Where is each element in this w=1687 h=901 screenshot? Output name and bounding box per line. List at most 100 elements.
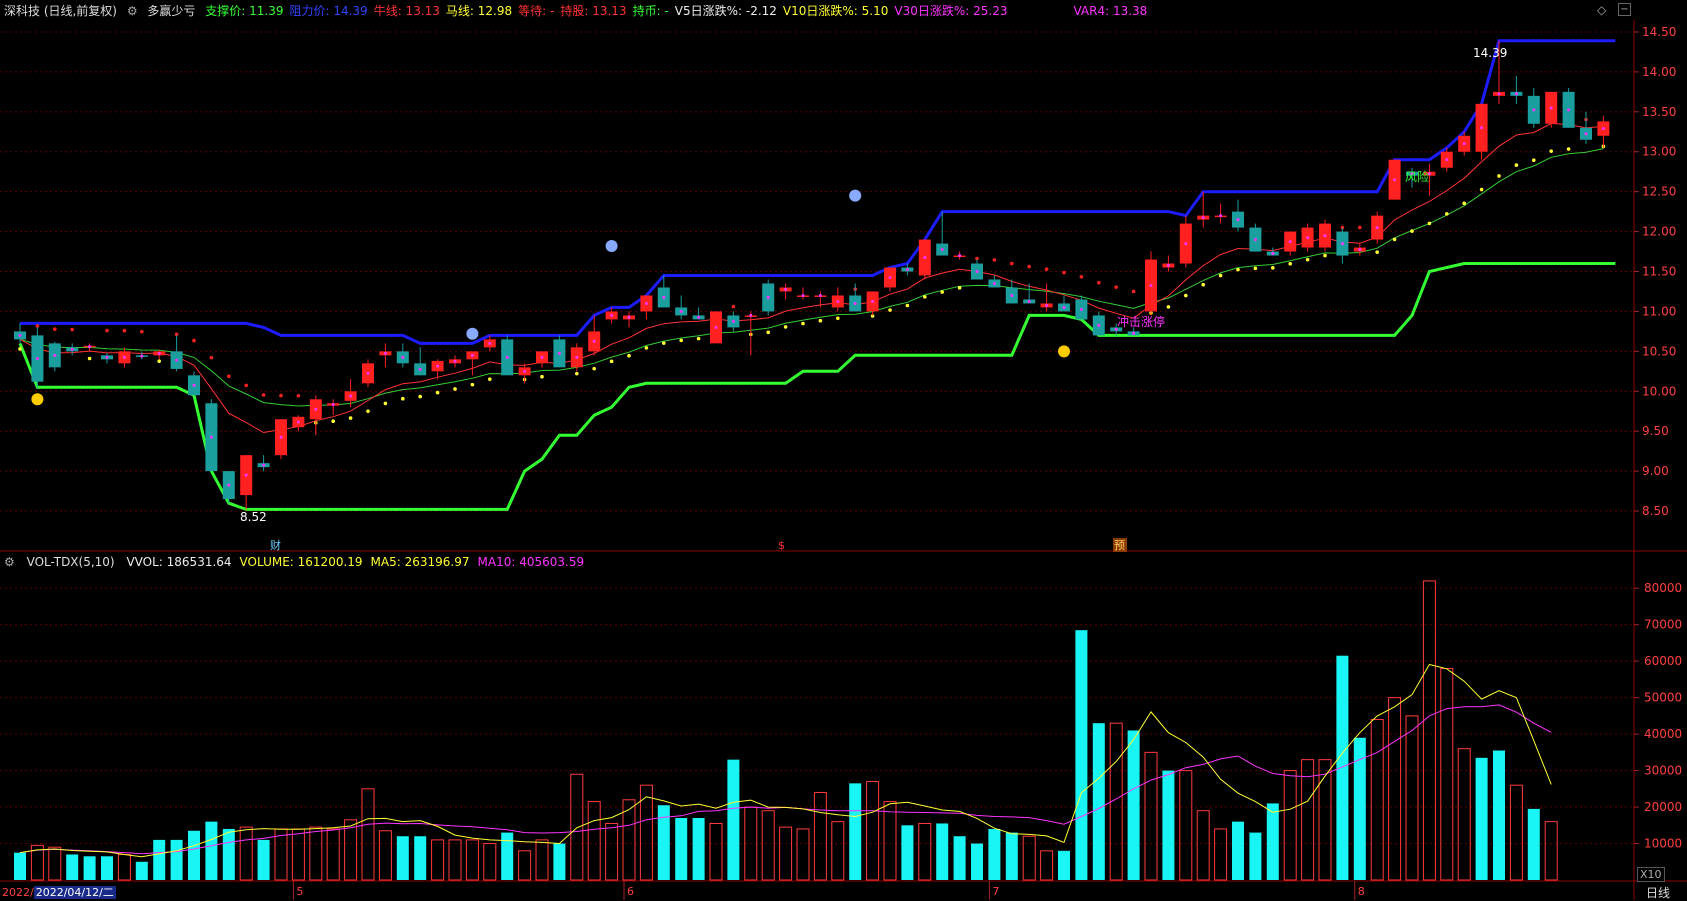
signal-dot xyxy=(401,396,405,401)
signal-dot xyxy=(87,356,92,361)
candle-mid-dot xyxy=(18,333,22,337)
price-axis: 8.50 9.00 9.50 10.00 10.50 11.00 11.50 12.00 12.… xyxy=(292,25,1682,900)
candle xyxy=(170,335,183,372)
minus-icon[interactable]: − xyxy=(1618,3,1631,16)
candle xyxy=(188,371,200,396)
candle-mid-dot xyxy=(1567,108,1571,112)
candle xyxy=(292,415,305,432)
candle-mid-dot xyxy=(1132,331,1136,335)
candle-mid-dot xyxy=(1480,126,1484,130)
volume-bar xyxy=(1162,770,1175,880)
candle xyxy=(831,287,844,312)
candle xyxy=(379,343,392,368)
volume-bar xyxy=(1475,757,1488,880)
candle xyxy=(1388,159,1401,200)
header-item-9: V30日涨跌%: 25.23 xyxy=(894,4,1008,18)
volume-tick-label: 40000 xyxy=(1644,727,1682,741)
volume-bar xyxy=(901,825,914,880)
signal-dot xyxy=(348,416,353,420)
volume-bar xyxy=(918,822,932,881)
signal-dot xyxy=(679,338,683,343)
candle xyxy=(483,335,496,352)
candle-mid-dot xyxy=(1445,158,1449,162)
signal-dot xyxy=(540,374,544,379)
signal-dot xyxy=(1392,237,1397,242)
signal-dot xyxy=(923,295,927,299)
s-marker: $ xyxy=(778,539,785,552)
volume-indicator-header: ⚙ VOL-TDX(5,10) VVOL: 186531.64 VOLUME: 1… xyxy=(4,553,592,571)
candle-mid-dot xyxy=(905,268,909,272)
signal-dot xyxy=(592,366,596,371)
candle-mid-dot xyxy=(192,383,196,387)
signal-dot xyxy=(1044,267,1049,271)
signal-dot xyxy=(975,256,979,261)
volume-bar xyxy=(761,810,775,881)
signal-dot xyxy=(279,393,283,398)
indicator-name[interactable]: 多赢少亏 xyxy=(147,4,196,18)
candle-mid-dot xyxy=(1393,178,1397,182)
zt-label: 冲击涨停 xyxy=(1117,314,1165,329)
volume-bar xyxy=(1493,750,1505,880)
candle xyxy=(1440,147,1453,172)
signal-dot xyxy=(1323,253,1327,258)
candlesticks[interactable] xyxy=(14,40,1610,510)
volume-bar xyxy=(1058,850,1070,880)
month-label: 6 xyxy=(627,885,634,898)
month-label: 8 xyxy=(1358,885,1365,898)
candle xyxy=(588,315,601,356)
volume-bar xyxy=(361,788,375,881)
candle xyxy=(1423,163,1436,196)
price-tick-label: 11.00 xyxy=(1642,304,1676,318)
candle xyxy=(1058,295,1070,312)
signal-dot xyxy=(992,258,997,262)
candle-mid-dot xyxy=(436,364,440,368)
face-icon xyxy=(849,189,862,202)
signal-dot xyxy=(644,346,649,350)
candle-mid-dot xyxy=(488,341,492,345)
volume-bar xyxy=(501,832,514,880)
volume-ma5-line xyxy=(19,663,1552,858)
candle xyxy=(309,395,322,436)
diamond-icon[interactable]: ◇ xyxy=(1597,3,1607,17)
period-label[interactable]: 日线 xyxy=(1646,886,1671,900)
candle-mid-dot xyxy=(1323,234,1327,238)
signal-dot xyxy=(227,374,231,379)
candle-mid-dot xyxy=(1184,242,1188,246)
settings-icon[interactable]: ⚙ xyxy=(126,4,138,18)
scale-badge[interactable]: X10 xyxy=(1637,867,1665,882)
header-item-6: 持币: - xyxy=(632,4,669,18)
candle xyxy=(971,259,983,280)
candle-mid-dot xyxy=(679,309,683,313)
candle xyxy=(640,295,653,320)
settings-icon-volume[interactable]: ⚙ xyxy=(4,555,15,569)
candle-mid-dot xyxy=(714,325,718,329)
volume-indicator-name[interactable]: VOL-TDX(5,10) xyxy=(26,555,115,569)
stock-title[interactable]: 深科技 (日线,前复权) xyxy=(4,4,117,18)
volume-bar xyxy=(1440,667,1454,881)
candle-mid-dot xyxy=(1201,216,1205,220)
signal-dot xyxy=(1027,264,1031,269)
signal-dot xyxy=(1218,273,1223,278)
volume-bar xyxy=(971,843,983,880)
price-tick-label: 10.50 xyxy=(1642,344,1676,358)
candle xyxy=(779,283,792,300)
volume-ma10-line xyxy=(19,704,1552,855)
volume-bar xyxy=(66,854,79,880)
volume-bars[interactable] xyxy=(14,580,1558,881)
signal-dot xyxy=(766,330,770,335)
signal-dot xyxy=(801,321,805,326)
candle-mid-dot xyxy=(940,248,944,252)
volume-bar xyxy=(813,791,827,881)
candle-mid-dot xyxy=(1149,283,1153,287)
volume-bar xyxy=(431,839,445,881)
candle xyxy=(1301,223,1314,252)
signal-dot xyxy=(105,328,109,333)
volume-bar xyxy=(48,846,62,881)
candle xyxy=(744,311,757,356)
header-item-10: VAR4: 13.38 xyxy=(1073,4,1148,18)
candle xyxy=(449,355,461,368)
candle-mid-dot xyxy=(1253,238,1257,242)
volume-bar xyxy=(153,839,166,880)
candle xyxy=(31,327,44,388)
